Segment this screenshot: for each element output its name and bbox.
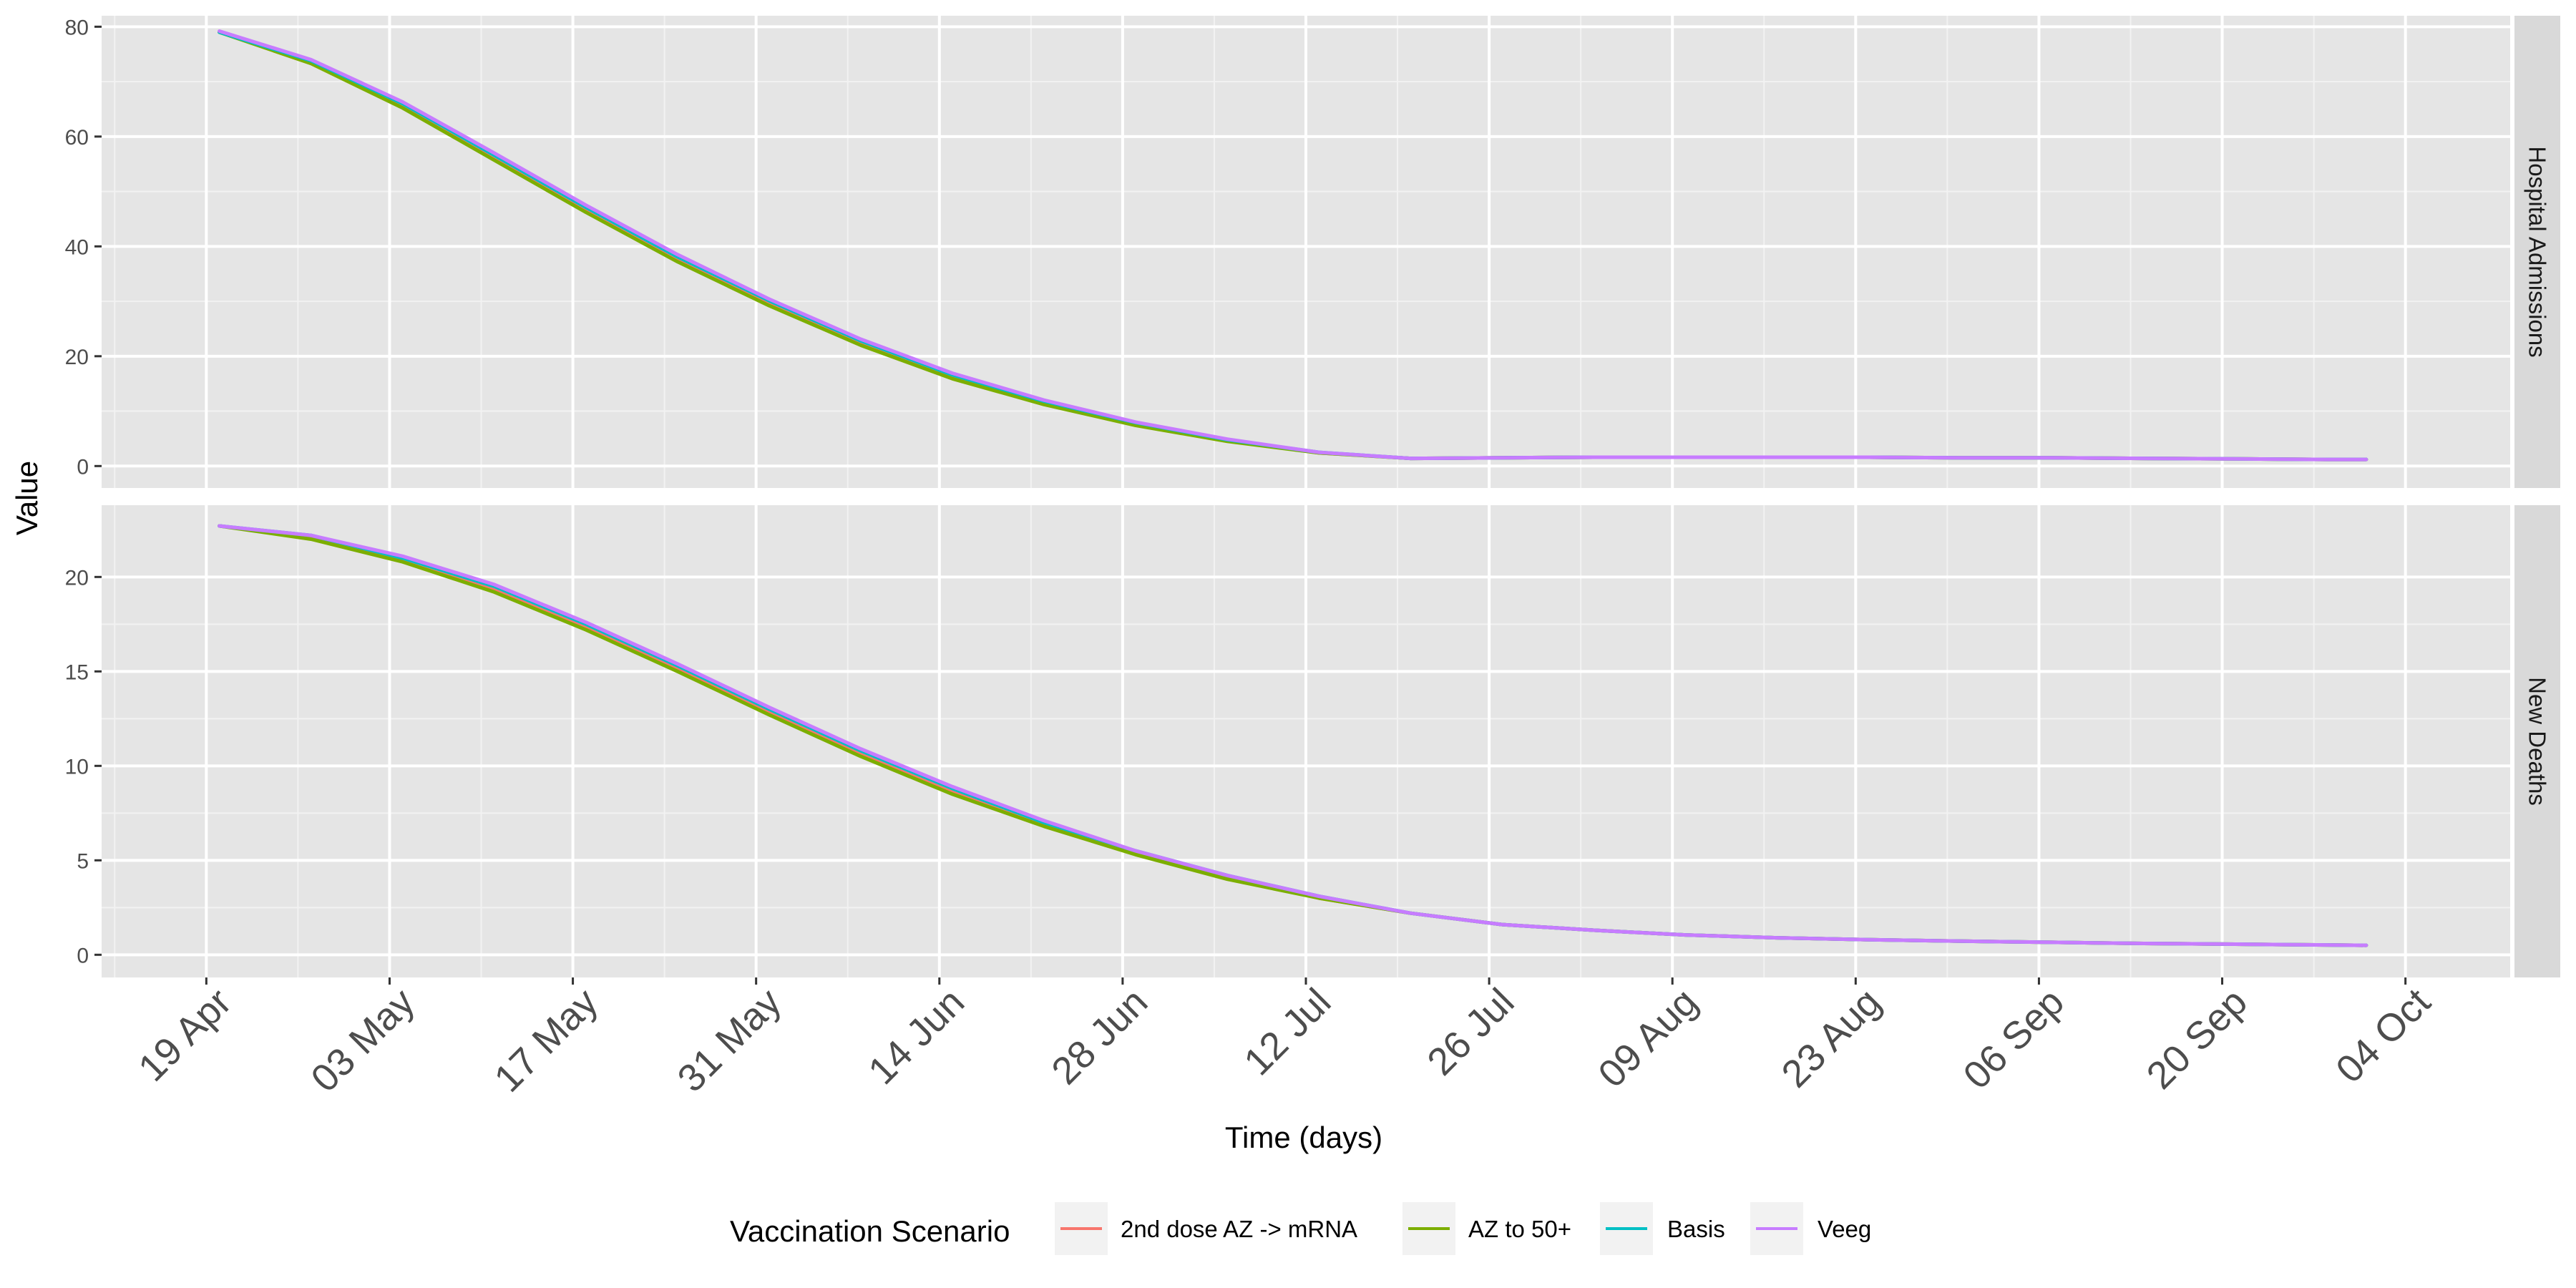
y-tick-label: 20 xyxy=(65,346,89,369)
y-tick-label: 5 xyxy=(77,849,89,873)
y-axis-title: Value xyxy=(10,461,44,535)
x-tick-label: 26 Jul xyxy=(1419,980,1522,1083)
legend-label: 2nd dose AZ -> mRNA xyxy=(1121,1216,1357,1242)
x-tick-label: 14 Jun xyxy=(860,980,972,1093)
x-axis: 19 Apr 03 May 17 May 31 May 14 Jun 28 Jun 12 J… xyxy=(130,977,2439,1101)
y-tick-label: 60 xyxy=(65,126,89,150)
legend: Vaccination Scenario 2nd dose AZ -> mRNA… xyxy=(730,1202,1871,1255)
y-tick-label: 40 xyxy=(65,235,89,259)
facet-strip-label: New Deaths xyxy=(2524,677,2551,806)
panel-hospital-admissions: 0 20 40 60 80 Hospital Admissions xyxy=(65,16,2560,488)
legend-item: AZ to 50+ xyxy=(1402,1202,1571,1255)
x-tick-label: 06 Sep xyxy=(1955,980,2072,1097)
x-tick-label: 23 Aug xyxy=(1773,980,1888,1096)
legend-item: Basis xyxy=(1600,1202,1725,1255)
legend-label: Veeg xyxy=(1818,1216,1871,1242)
x-tick-label: 28 Jun xyxy=(1043,980,1156,1093)
panel-new-deaths: 0 5 10 15 20 New Deaths xyxy=(65,505,2560,977)
legend-item: Veeg xyxy=(1750,1202,1871,1255)
legend-label: AZ to 50+ xyxy=(1468,1216,1571,1242)
x-tick-label: 04 Oct xyxy=(2328,980,2439,1091)
y-tick-label: 15 xyxy=(65,660,89,684)
x-axis-title: Time (days) xyxy=(1225,1121,1382,1154)
legend-title: Vaccination Scenario xyxy=(730,1214,1010,1248)
series-line-veeg xyxy=(218,29,2368,462)
y-tick-label: 10 xyxy=(65,755,89,779)
x-tick-label: 17 May xyxy=(486,980,606,1101)
panels-layer: 0 20 40 60 80 Hospital Admissions 0 5 10 15 20 New … xyxy=(65,16,2560,977)
facet-strip xyxy=(2514,505,2560,977)
legend-item: 2nd dose AZ -> mRNA xyxy=(1055,1202,1357,1255)
x-tick-label: 20 Sep xyxy=(2139,980,2255,1097)
legend-label: Basis xyxy=(1667,1216,1725,1242)
y-tick-label: 0 xyxy=(77,944,89,967)
y-tick-label: 0 xyxy=(77,455,89,479)
facet-strip-label: Hospital Admissions xyxy=(2524,146,2551,357)
x-tick-label: 12 Jul xyxy=(1236,980,1339,1083)
x-tick-label: 31 May xyxy=(670,980,790,1101)
x-tick-label: 19 Apr xyxy=(130,980,240,1090)
x-tick-label: 03 May xyxy=(303,980,423,1101)
series-line-veeg xyxy=(218,524,2368,947)
y-tick-label: 20 xyxy=(65,566,89,590)
facet-strip xyxy=(2514,16,2560,488)
y-tick-label: 80 xyxy=(65,16,89,39)
x-tick-label: 09 Aug xyxy=(1590,980,1705,1096)
